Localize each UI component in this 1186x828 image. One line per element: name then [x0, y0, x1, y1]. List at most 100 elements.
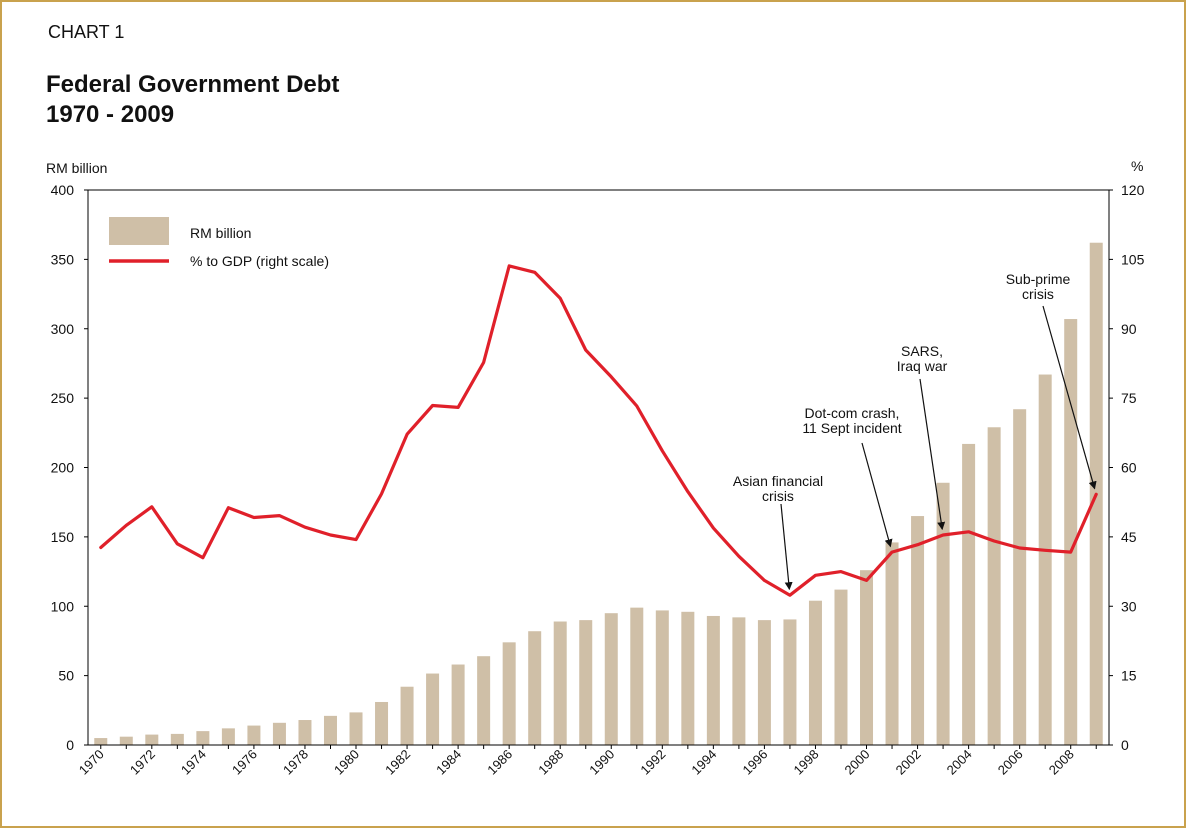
annotation-sars-line-1: SARS,: [901, 343, 943, 359]
annotation-dotcom-line-2: 11 Sept incident: [802, 420, 901, 436]
annotation-sars-line-2: Iraq war: [897, 358, 948, 374]
annotation-asian-line-2: crisis: [762, 488, 794, 504]
x-tick-label-1984: 1984: [433, 747, 464, 778]
y-right-tick-label-120: 120: [1121, 182, 1145, 198]
bar-1998: [808, 600, 822, 745]
y-right-tick-label-0: 0: [1121, 737, 1129, 753]
y-right-tick-label-30: 30: [1121, 598, 1137, 614]
x-tick-label-1990: 1990: [586, 747, 617, 778]
x-tick-label-1988: 1988: [535, 747, 566, 778]
x-tick-label-2002: 2002: [893, 747, 924, 778]
y-axis-right-title: %: [1131, 158, 1143, 174]
x-tick-label-1974: 1974: [178, 747, 209, 778]
bar-1988: [553, 621, 567, 745]
bar-2005: [987, 427, 1001, 745]
annotation-asian-arrow: [780, 503, 793, 591]
bar-1985: [477, 656, 491, 745]
chart-label: CHART 1: [48, 22, 125, 42]
bar-1989: [579, 620, 593, 745]
plot-border: [87, 189, 1110, 746]
bar-1970: [94, 738, 108, 745]
chart-title: Federal Government Debt 1970 - 2009: [46, 70, 339, 130]
bar-1977: [272, 722, 286, 745]
legend-label-bar: RM billion: [190, 225, 251, 241]
y-left-tick-label-200: 200: [51, 460, 75, 476]
bar-2006: [1013, 409, 1027, 745]
x-tick-label-1970: 1970: [76, 747, 107, 778]
y-axis-left-title: RM billion: [46, 160, 107, 176]
bar-1994: [706, 615, 720, 745]
y-left-tick-label-400: 400: [51, 182, 75, 198]
x-tick-label-1996: 1996: [739, 747, 770, 778]
bar-1991: [630, 607, 644, 745]
bar-1979: [323, 715, 337, 745]
y-left-tick-label-150: 150: [51, 529, 75, 545]
y-right-tick-label-75: 75: [1121, 390, 1137, 406]
annotation-subprime-line-1: Sub-prime: [1006, 271, 1071, 287]
bar-2007: [1038, 374, 1052, 745]
annotation-asian-line-1: Asian financial: [733, 473, 823, 489]
x-tick-label-1980: 1980: [331, 747, 362, 778]
bar-1993: [681, 611, 695, 745]
annotation-subprime-arrow: [1042, 305, 1097, 490]
axes: 0 50 100 150 200 250 300 350 400 0 15 30 45 60 75 90 105…: [51, 182, 1145, 778]
x-tick-label-1998: 1998: [791, 747, 822, 778]
bar-1982: [400, 686, 414, 745]
y-left-tick-label-350: 350: [51, 251, 75, 267]
y-right-tick-label-60: 60: [1121, 460, 1137, 476]
x-tick-label-1976: 1976: [229, 747, 260, 778]
bar-2003: [936, 482, 950, 745]
x-tick-label-1972: 1972: [127, 747, 158, 778]
bar-series: [94, 242, 1103, 745]
bar-1972: [145, 734, 159, 745]
x-tick-label-1994: 1994: [688, 747, 719, 778]
chart-title-line-1: Federal Government Debt: [46, 71, 340, 98]
legend-swatch-bar: [109, 217, 169, 245]
bar-1995: [732, 617, 746, 745]
y-right-tick-label-45: 45: [1121, 529, 1137, 545]
y-left-tick-label-50: 50: [58, 668, 74, 684]
bar-2008: [1064, 319, 1078, 745]
bar-1980: [349, 712, 363, 745]
bar-2004: [962, 443, 976, 745]
bar-1984: [451, 664, 465, 745]
annotation-dotcom-line-1: Dot-com crash,: [805, 405, 900, 421]
bar-2000: [860, 570, 874, 745]
y-right-tick-label-90: 90: [1121, 321, 1137, 337]
y-right-tick-label-15: 15: [1121, 668, 1137, 684]
x-tick-label-2004: 2004: [944, 747, 975, 778]
y-left-tick-label-250: 250: [51, 390, 75, 406]
legend: RM billion % to GDP (right scale): [109, 217, 329, 269]
x-tick-label-1982: 1982: [382, 747, 413, 778]
legend-label-line: % to GDP (right scale): [190, 253, 329, 269]
x-tick-label-2006: 2006: [995, 747, 1026, 778]
y-left-tick-label-100: 100: [51, 598, 75, 614]
bar-1975: [221, 728, 235, 745]
y-left-tick-label-0: 0: [66, 737, 74, 753]
bar-1986: [502, 642, 516, 745]
bar-1983: [426, 673, 440, 745]
annotation-subprime-line-2: crisis: [1022, 286, 1054, 302]
gdp-ratio-line: [99, 264, 1098, 597]
annotation-sars-arrow: [919, 378, 946, 531]
bar-2001: [885, 542, 899, 745]
bar-1999: [834, 589, 848, 745]
bar-1973: [170, 733, 184, 745]
bar-1990: [604, 613, 618, 745]
chart-title-line-2: 1970 - 2009: [46, 101, 175, 128]
x-tick-label-1992: 1992: [637, 747, 668, 778]
bar-1976: [247, 725, 261, 745]
x-tick-label-1986: 1986: [484, 747, 515, 778]
y-right-tick-label-105: 105: [1121, 251, 1145, 267]
bar-1996: [757, 620, 771, 745]
x-tick-label-2000: 2000: [842, 747, 873, 778]
bar-1974: [196, 731, 210, 745]
bar-1978: [298, 720, 312, 745]
y-left-tick-label-300: 300: [51, 321, 75, 337]
bar-1971: [119, 736, 133, 745]
bar-1981: [375, 701, 389, 745]
line-series: [99, 264, 1098, 597]
x-tick-label-2008: 2008: [1046, 747, 1077, 778]
